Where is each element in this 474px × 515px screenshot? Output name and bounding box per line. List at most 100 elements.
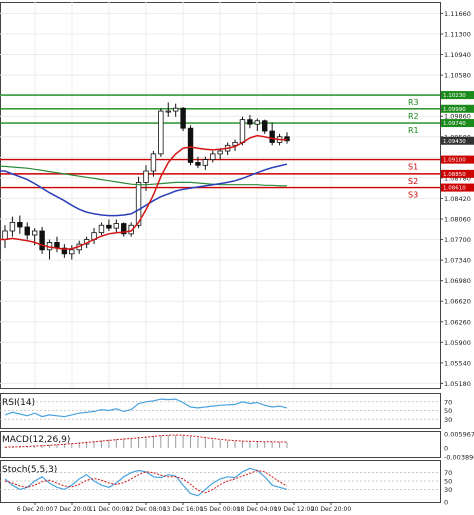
macd-tick-label: -0.003896: [444, 453, 474, 461]
x-tick-label: 12 Dec 08:00: [126, 506, 167, 513]
candle-down: [284, 136, 290, 142]
x-tick-label: 19 Dec 12:00: [274, 506, 315, 513]
candlesticks: [2, 102, 290, 260]
level-badge-label-s2: 1.08850: [443, 172, 466, 178]
candle-up: [9, 222, 16, 232]
stoch-k-line: [4, 467, 288, 497]
ma-long-line: [0, 165, 287, 187]
rsi-tick-label: 50: [444, 407, 452, 415]
moving-averages: [0, 134, 288, 250]
candle-down: [106, 224, 112, 229]
rsi-tick-label: 30: [444, 416, 452, 424]
candle-up: [128, 224, 134, 235]
ma-short-line: [0, 134, 287, 250]
candle-down: [180, 107, 186, 129]
price-tick-label: 1.06260: [444, 318, 471, 326]
level-badge-label-r3: 1.10230: [443, 93, 466, 99]
candle-down: [269, 130, 275, 143]
candle-up: [254, 120, 261, 125]
candle-down: [195, 162, 201, 166]
current-price-label: 1.09430: [443, 139, 466, 145]
candle-up: [165, 110, 171, 113]
macd-signal-line: [4, 434, 287, 448]
level-name-r2: R2: [408, 112, 419, 121]
candle-down: [121, 223, 127, 235]
level-badge-r1: [441, 119, 474, 128]
price-tick-label: 1.08060: [444, 215, 471, 223]
level-name-r3: R3: [408, 98, 419, 107]
panel-frame: [0, 393, 441, 429]
rsi-tick-label: 70: [444, 398, 452, 406]
price-tick-label: 1.05180: [444, 380, 471, 388]
level-name-s2: S2: [408, 177, 418, 186]
price-tick-label: 1.05900: [444, 339, 471, 347]
level-badge-label-r1: 1.09740: [443, 121, 466, 127]
x-tick-label: 18 Dec 04:00: [237, 506, 278, 513]
stoch-d-line: [4, 469, 288, 494]
level-badge-r3: [441, 91, 474, 100]
macd-tick-label: 0.005967: [444, 430, 474, 438]
x-tick-label: 11 Dec 00:00: [89, 506, 130, 513]
price-tick-label: 1.08780: [444, 174, 471, 182]
candle-up: [158, 110, 164, 155]
price-tick-label: 1.06620: [444, 298, 471, 306]
candle-down: [187, 127, 194, 163]
price-tick-label: 1.11660: [444, 10, 471, 18]
stoch-title: Stoch(5,5,3): [2, 465, 57, 475]
price-tick-label: 1.11300: [444, 30, 471, 38]
current-price-badge: [441, 136, 474, 145]
candle-up: [172, 107, 179, 112]
candle-down: [24, 226, 30, 236]
candle-up: [210, 153, 216, 160]
stoch-tick-label: 30: [444, 486, 452, 494]
macd-tick-label: 0: [444, 444, 448, 452]
price-tick-label: 1.06980: [444, 277, 471, 285]
macd-panel: 0.005967 0-0.003896 MACD(12,26,9): [2, 430, 474, 461]
candle-up: [202, 159, 209, 166]
level-name-s1: S1: [408, 163, 418, 172]
price-tick-label: 1.07340: [444, 257, 471, 265]
level-badge-label-r2: 1.09990: [443, 107, 466, 113]
candle-down: [247, 119, 253, 125]
rsi-title: RSI(14): [2, 398, 35, 408]
level-badge-s2: [441, 169, 474, 178]
candle-up: [31, 230, 38, 236]
panel-frame: [0, 460, 441, 503]
x-tick-label: 15 Dec 00:00: [200, 506, 241, 513]
candle-up: [69, 249, 75, 255]
x-tick-label: 20 Dec 20:00: [311, 506, 352, 513]
candle-down: [17, 222, 23, 228]
candle-up: [113, 223, 120, 229]
level-badge-s3: [441, 183, 474, 192]
ma-mid-line: [0, 163, 288, 217]
candle-up: [239, 119, 246, 143]
price-tick-label: 1.10580: [444, 72, 471, 80]
candle-up: [135, 182, 142, 226]
candle-up: [2, 230, 8, 240]
price-tick-label: 1.09860: [444, 113, 471, 121]
stoch-tick-label: 0: [444, 499, 448, 507]
x-tick-label: 6 Dec 20:00: [17, 506, 54, 513]
x-tick-label: 13 Dec 16:00: [163, 506, 204, 513]
support-resistance-levels: R3 R2 R1 S1 S2 S3: [0, 94, 440, 200]
candle-up: [150, 153, 157, 172]
candle-down: [262, 120, 268, 132]
x-tick-label: 7 Dec 20:00: [54, 506, 91, 513]
candle-up: [143, 170, 149, 183]
macd-title: MACD(12,26,9): [2, 435, 70, 445]
stoch-tick-label: 70: [444, 469, 452, 477]
level-badge-s1: [441, 155, 474, 164]
level-badge-label-s3: 1.08610: [443, 186, 466, 192]
level-badge-r2: [441, 104, 474, 113]
price-tick-label: 1.10940: [444, 51, 471, 59]
candle-up: [232, 142, 238, 146]
candle-up: [98, 224, 105, 234]
stoch-tick-label: 50: [444, 478, 452, 486]
price-tick-label: 1.05540: [444, 359, 471, 367]
price-y-axis: 1.116601.113001.109401.105801.102201.098…: [440, 10, 474, 388]
rsi-line: [4, 398, 288, 418]
